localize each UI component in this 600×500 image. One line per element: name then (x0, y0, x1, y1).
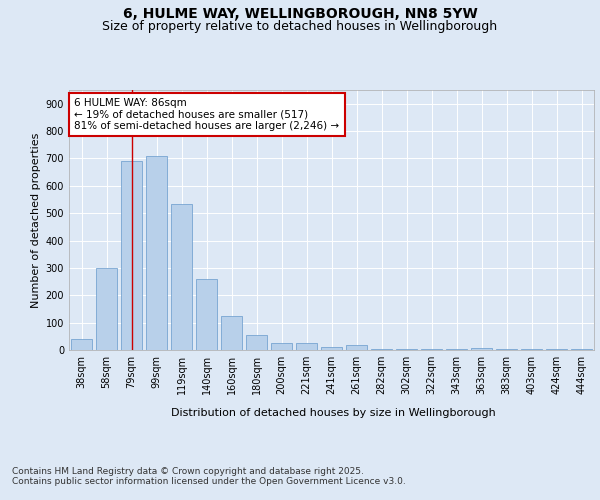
Bar (246, 335, 267, 350)
Text: Distribution of detached houses by size in Wellingborough: Distribution of detached houses by size … (170, 408, 496, 418)
Bar (346, 345, 367, 350)
Bar (221, 316, 242, 350)
Y-axis label: Number of detached properties: Number of detached properties (31, 132, 41, 308)
Bar (121, 161, 142, 350)
Text: 6, HULME WAY, WELLINGBOROUGH, NN8 5YW: 6, HULME WAY, WELLINGBOROUGH, NN8 5YW (122, 8, 478, 22)
Text: Size of property relative to detached houses in Wellingborough: Size of property relative to detached ho… (103, 20, 497, 33)
Bar (71, 339, 92, 350)
Bar (321, 348, 342, 350)
Bar (271, 343, 292, 350)
Bar (371, 348, 392, 350)
Bar (171, 204, 192, 350)
Bar (146, 156, 167, 350)
Bar (296, 343, 317, 350)
Bar (196, 279, 217, 350)
Bar (571, 348, 592, 350)
Text: 6 HULME WAY: 86sqm
← 19% of detached houses are smaller (517)
81% of semi-detach: 6 HULME WAY: 86sqm ← 19% of detached hou… (74, 98, 340, 131)
Bar (396, 348, 417, 350)
Bar (96, 268, 117, 350)
Text: Contains public sector information licensed under the Open Government Licence v3: Contains public sector information licen… (12, 478, 406, 486)
Bar (471, 348, 492, 350)
Text: Contains HM Land Registry data © Crown copyright and database right 2025.: Contains HM Land Registry data © Crown c… (12, 468, 364, 476)
